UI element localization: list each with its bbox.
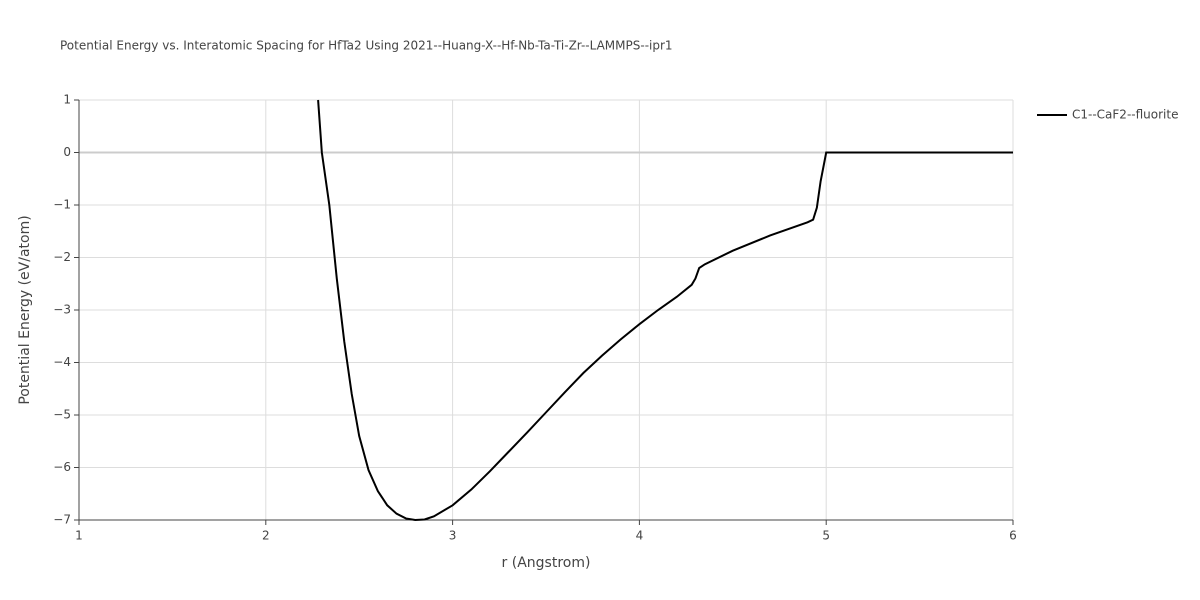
- x-tick-label: 2: [262, 529, 270, 543]
- y-axis-label: Potential Energy (eV/atom): [17, 215, 33, 404]
- series-line: [317, 99, 1013, 522]
- y-tick-label: −6: [53, 460, 71, 474]
- y-tick-label: 0: [63, 145, 71, 159]
- y-tick-label: −2: [53, 250, 71, 264]
- y-tick-label: −4: [53, 355, 71, 369]
- y-tick-label: −5: [53, 408, 71, 422]
- y-tick-label: −1: [53, 198, 71, 212]
- legend-label: C1--CaF2--fluorite: [1072, 108, 1178, 122]
- x-tick-label: 4: [636, 529, 644, 543]
- x-tick-label: 1: [75, 529, 83, 543]
- x-tick-label: 3: [449, 529, 457, 543]
- y-tick-label: 1: [63, 93, 71, 107]
- x-tick-label: 5: [822, 529, 830, 543]
- chart-title: Potential Energy vs. Interatomic Spacing…: [60, 39, 673, 53]
- x-tick-label: 6: [1009, 529, 1017, 543]
- y-tick-label: −3: [53, 303, 71, 317]
- y-tick-label: −7: [53, 513, 71, 527]
- x-axis-label: r (Angstrom): [502, 555, 591, 571]
